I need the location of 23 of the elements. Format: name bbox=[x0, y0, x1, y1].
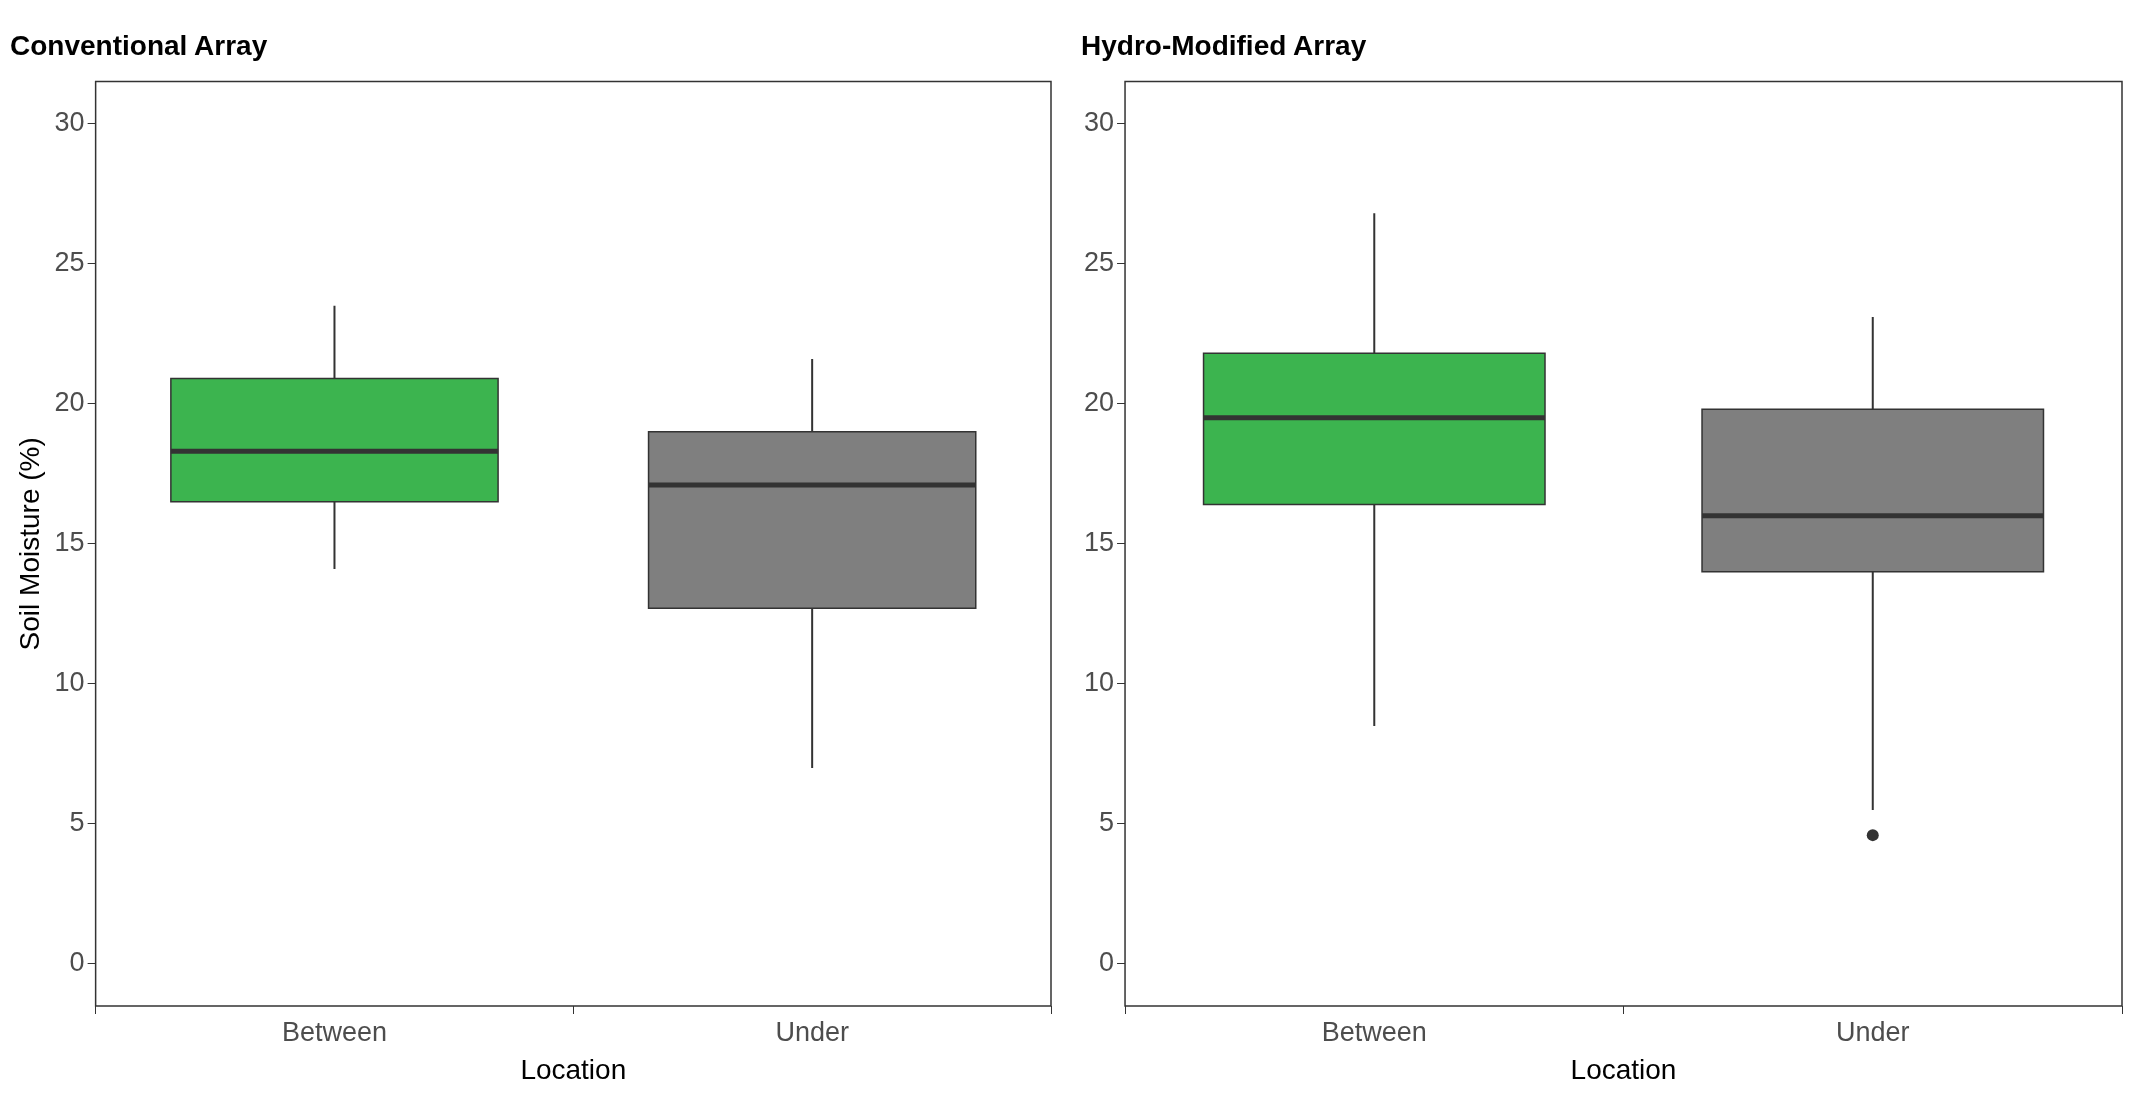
y-tick-label: 10 bbox=[1083, 667, 1115, 698]
y-tick-label: 15 bbox=[1083, 527, 1115, 558]
chart-title: Hydro-Modified Array bbox=[1081, 29, 1367, 61]
y-tick-label: 25 bbox=[54, 247, 85, 278]
chart-title: Conventional Array bbox=[10, 29, 268, 61]
y-tick-label: 0 bbox=[1099, 947, 1115, 978]
x-axis-title: Location bbox=[1570, 1053, 1677, 1085]
y-tick-label: 20 bbox=[1083, 387, 1115, 418]
y-tick-label: 30 bbox=[54, 107, 85, 138]
y-tick-label: 15 bbox=[54, 527, 85, 558]
x-axis-title: Location bbox=[520, 1053, 627, 1085]
y-tick-label: 10 bbox=[54, 667, 85, 698]
x-tick-label: Between bbox=[281, 1016, 388, 1047]
x-tick-label: Under bbox=[1835, 1016, 1910, 1047]
x-tick-label: Between bbox=[1321, 1016, 1427, 1047]
y-tick-label: 20 bbox=[54, 387, 85, 418]
y-tick-label: 5 bbox=[69, 807, 85, 838]
x-tick-label: Under bbox=[775, 1016, 849, 1047]
y-tick-label: 0 bbox=[69, 947, 85, 978]
y-axis-title: Soil Moisture (%) bbox=[13, 437, 45, 651]
y-tick-label: 5 bbox=[1099, 807, 1115, 838]
y-tick-label: 25 bbox=[1083, 247, 1115, 278]
y-tick-label: 30 bbox=[1083, 107, 1115, 138]
